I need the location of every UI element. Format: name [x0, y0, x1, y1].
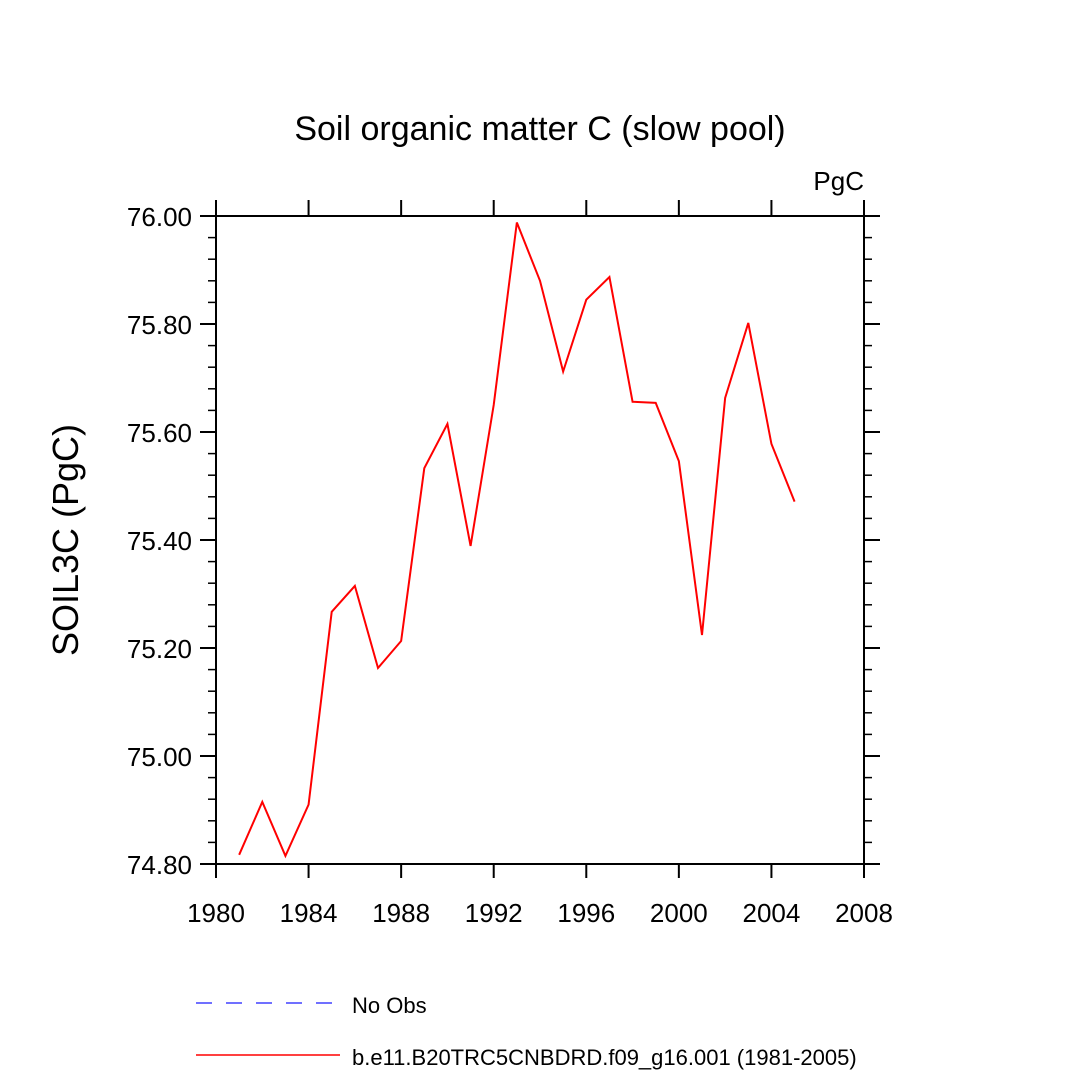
y-tick-label: 75.40	[127, 526, 192, 556]
x-tick-label: 1980	[187, 898, 245, 928]
axis-ticks	[200, 200, 880, 878]
x-tick-label: 2000	[650, 898, 708, 928]
y-tick-label: 75.80	[127, 310, 192, 340]
units-label: PgC	[813, 166, 864, 196]
y-tick-label: 74.80	[127, 850, 192, 880]
series-lines	[238, 222, 796, 859]
y-tick-label: 75.20	[127, 634, 192, 664]
legend: No Obs b.e11.B20TRC5CNBDRD.f09_g16.001 (1…	[196, 993, 857, 1070]
legend-label: b.e11.B20TRC5CNBDRD.f09_g16.001 (1981-20…	[352, 1045, 857, 1070]
series-line	[238, 222, 796, 859]
legend-label: No Obs	[352, 993, 427, 1018]
x-tick-label: 2008	[835, 898, 893, 928]
y-tick-label: 76.00	[127, 202, 192, 232]
y-axis-label: SOIL3C (PgC)	[45, 424, 86, 656]
x-tick-label: 1996	[557, 898, 615, 928]
y-tick-label: 75.60	[127, 418, 192, 448]
x-tick-label: 1992	[465, 898, 523, 928]
y-axis-tick-labels: 74.80 75.00 75.20 75.40 75.60 75.80 76.00	[127, 202, 192, 880]
y-tick-label: 75.00	[127, 742, 192, 772]
x-tick-label: 1984	[280, 898, 338, 928]
x-tick-label: 1988	[372, 898, 430, 928]
x-tick-label: 2004	[743, 898, 801, 928]
x-axis-tick-labels: 1980 1984 1988 1992 1996 2000 2004 2008	[187, 898, 893, 928]
chart-title: Soil organic matter C (slow pool)	[294, 110, 785, 148]
plot-frame	[215, 215, 865, 865]
